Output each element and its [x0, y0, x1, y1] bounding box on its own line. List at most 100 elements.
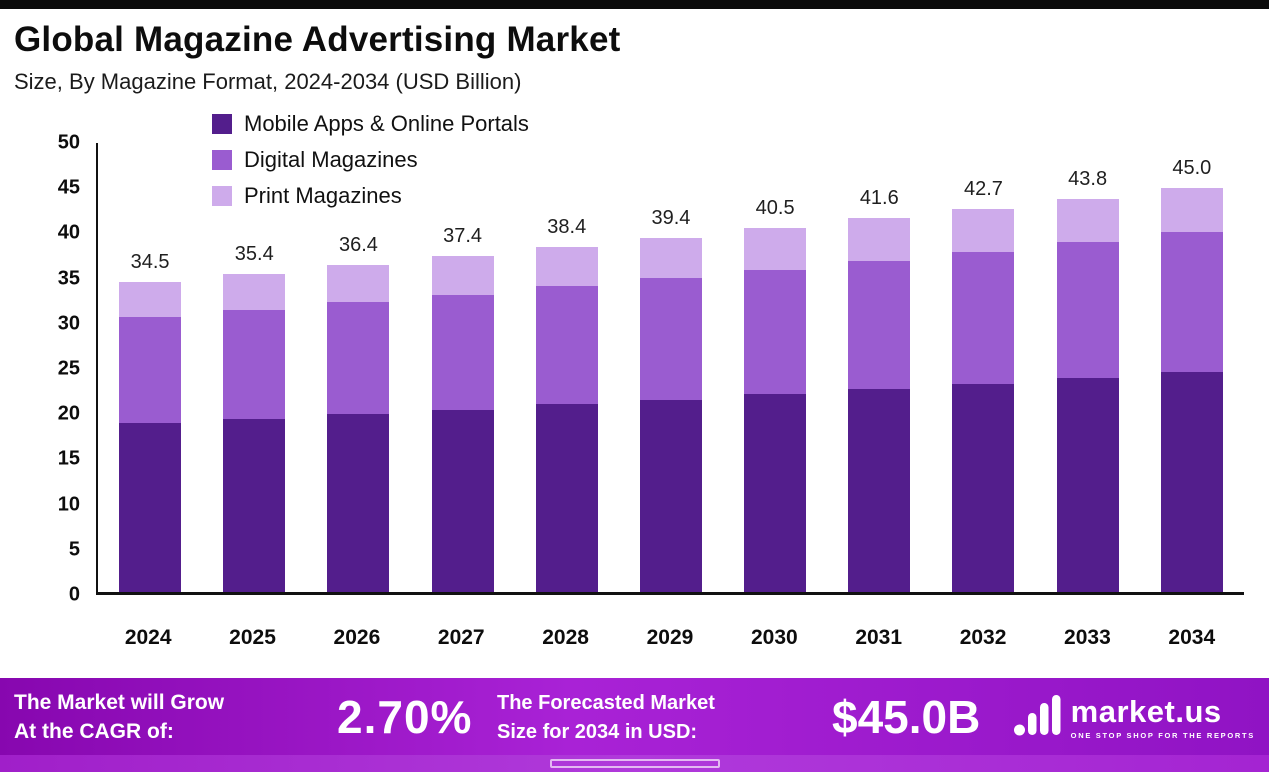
- x-tick-label: 2029: [646, 626, 694, 649]
- bar-column: 34.5: [119, 143, 182, 592]
- bar-segment: [1160, 187, 1223, 232]
- bar-segment: [1056, 198, 1119, 242]
- x-tick-label: 2026: [333, 626, 381, 649]
- bar-segment: [952, 208, 1015, 252]
- legend: Mobile Apps & Online Portals Digital Maga…: [212, 111, 529, 209]
- forecast-label-line2: Size for 2034 in USD:: [497, 721, 698, 743]
- y-axis: 0 5 10 15 20 25 30 35 40 45 50: [0, 132, 86, 606]
- legend-swatch: [212, 150, 232, 170]
- bar-total-label: 35.4: [234, 243, 274, 266]
- legend-label: Print Magazines: [244, 183, 402, 208]
- bar-segment: [327, 301, 390, 415]
- bar-segment: [223, 274, 286, 311]
- bar-segment: [952, 251, 1015, 384]
- footer-gradient: The Market will Grow At the CAGR of: 2.7…: [0, 678, 1269, 755]
- bar-column: 45.0: [1160, 143, 1223, 592]
- bar-segment: [119, 317, 182, 424]
- x-tick-label: 2031: [855, 626, 903, 649]
- bar-segment: [639, 277, 702, 400]
- x-tick-label: 2033: [1064, 626, 1111, 649]
- x-tick-label: 2034: [1168, 626, 1216, 649]
- bar-segment: [1160, 372, 1223, 592]
- bar-segment: [744, 228, 807, 270]
- bar-segment: [327, 265, 390, 302]
- bar-segment: [848, 389, 911, 592]
- y-tick-label: 5: [68, 538, 80, 561]
- bar-segment: [223, 310, 286, 419]
- y-tick-label: 10: [57, 493, 80, 516]
- bar-segment: [119, 423, 182, 592]
- marketus-bars-icon: [1013, 693, 1061, 742]
- y-tick-label: 35: [57, 267, 80, 290]
- bar-segment: [1056, 378, 1119, 592]
- bar-total-label: 37.4: [443, 225, 483, 248]
- legend-label: Digital Magazines: [244, 147, 418, 172]
- x-tick-label: 2028: [542, 626, 589, 649]
- bar-total-label: 40.5: [755, 197, 795, 220]
- bar-segment: [952, 383, 1015, 592]
- plot-area: 34.5 35.4 36.4 37.4 38.4 39.4 40.5 41.6 42.7 43.8…: [96, 143, 1244, 595]
- legend-item: Print Magazines: [212, 183, 529, 209]
- legend-item: Digital Magazines: [212, 147, 529, 173]
- bar-total-label: 41.6: [859, 187, 899, 210]
- cagr-label-line1: The Market will Grow: [14, 691, 225, 714]
- bar-segment: [535, 285, 598, 405]
- bar-column: 38.4: [535, 143, 598, 592]
- x-tick-label: 2025: [229, 626, 276, 649]
- y-tick-label: 0: [68, 583, 80, 606]
- bar-segment: [1160, 231, 1223, 372]
- bar-total-label: 43.8: [1068, 167, 1108, 190]
- bar-segment: [848, 218, 911, 261]
- bar-segment: [744, 269, 807, 395]
- bar-segment: [119, 282, 182, 318]
- y-tick-label: 20: [57, 402, 80, 425]
- bar-total-label: 42.7: [963, 177, 1003, 200]
- top-border: [0, 0, 1269, 9]
- brand-tagline: ONE STOP SHOP FOR THE REPORTS: [1070, 730, 1255, 740]
- brand-name: market.us: [1070, 693, 1222, 729]
- bar-column: 35.4: [223, 143, 286, 592]
- bar-segment: [535, 404, 598, 592]
- legend-label: Mobile Apps & Online Portals: [244, 111, 529, 136]
- x-tick-label: 2024: [124, 626, 172, 649]
- footer-strip-box: [549, 759, 720, 768]
- bar-column: 39.4: [639, 143, 702, 592]
- y-tick-label: 25: [57, 357, 80, 380]
- bar-total-label: 38.4: [547, 216, 587, 239]
- x-axis: 2024 2025 2026 2027 2028 2029 2030 2031 2032 2033…: [96, 626, 1244, 650]
- bar-segment: [639, 238, 702, 278]
- y-tick-label: 40: [57, 221, 80, 244]
- x-tick-label: 2032: [959, 626, 1007, 649]
- page-title: Global Magazine Advertising Market: [14, 20, 621, 59]
- legend-swatch: [212, 114, 232, 134]
- bar-total-label: 39.4: [651, 207, 691, 230]
- bar-column: 42.7: [952, 143, 1015, 592]
- bar-segment: [431, 294, 494, 410]
- y-tick-label: 15: [57, 447, 80, 470]
- bar-segment: [848, 260, 911, 390]
- legend-swatch: [212, 186, 232, 206]
- bar-total-label: 36.4: [338, 234, 378, 257]
- bar-segment: [327, 414, 390, 592]
- brand-text: market.us ONE STOP SHOP FOR THE REPORTS: [1071, 696, 1255, 740]
- forecast-value: $45.0B: [832, 691, 981, 743]
- y-tick-label: 30: [57, 312, 80, 335]
- footer-strip: [0, 755, 1269, 772]
- page-subtitle: Size, By Magazine Format, 2024-2034 (USD…: [14, 69, 522, 94]
- cagr-label-line2: At the CAGR of:: [14, 720, 174, 744]
- cagr-value: 2.70%: [337, 691, 473, 743]
- forecast-label-line1: The Forecasted Market: [497, 692, 715, 714]
- bar-column: 41.6: [848, 143, 911, 592]
- footer-banner: The Market will Grow At the CAGR of: 2.7…: [0, 678, 1269, 772]
- bar-column: 37.4: [431, 143, 494, 592]
- forecast-label: The Forecasted Market Size for 2034 in U…: [497, 689, 715, 747]
- bar-segment: [744, 394, 807, 592]
- bars: 34.5 35.4 36.4 37.4 38.4 39.4 40.5 41.6 42.7 43.8…: [98, 143, 1244, 592]
- bar-segment: [431, 256, 494, 295]
- y-tick-label: 45: [57, 176, 80, 199]
- cagr-label: The Market will Grow At the CAGR of:: [14, 688, 224, 747]
- brand-logo: market.us ONE STOP SHOP FOR THE REPORTS: [1013, 693, 1255, 742]
- x-tick-label: 2027: [437, 626, 485, 649]
- bar-segment: [535, 247, 598, 286]
- bar-segment: [431, 409, 494, 592]
